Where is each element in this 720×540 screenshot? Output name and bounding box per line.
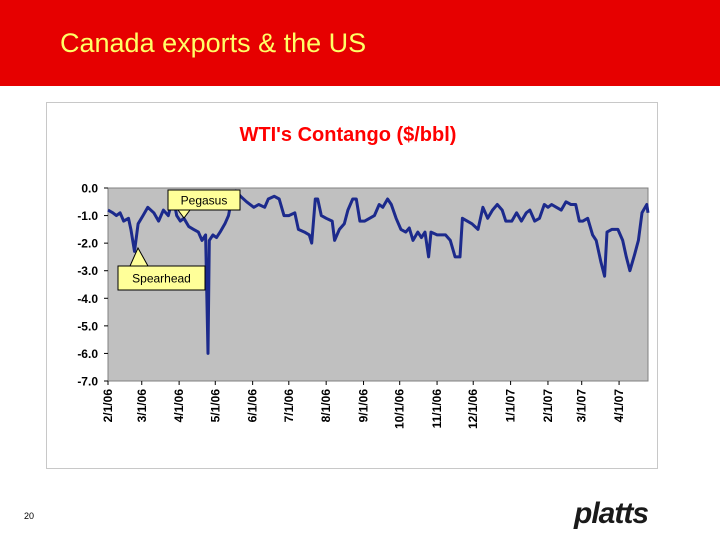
callout-box [117,265,206,291]
x-tick-label: 11/1/06 [430,389,444,429]
x-tick-label: 2/1/07 [541,389,555,423]
page-number: 20 [24,511,34,521]
logo: platts [573,497,648,530]
x-tick-label: 6/1/06 [246,389,260,423]
annotation: Pegasus [181,194,228,208]
x-tick-label: 2/1/06 [101,389,115,423]
y-tick-label: -3.0 [77,264,98,278]
y-tick-label: -6.0 [77,347,98,361]
x-tick-label: 3/1/06 [135,389,149,423]
annotation: Spearhead [132,272,191,286]
x-tick-label: 4/1/07 [612,389,626,423]
x-tick-label: 7/1/06 [282,389,296,423]
y-tick-label: -7.0 [77,375,98,389]
callout-pointer [129,246,149,267]
y-tick-label: -4.0 [77,292,98,306]
data-line [107,189,650,355]
y-tick-label: -2.0 [77,237,98,251]
y-tick-label: 0.0 [81,182,98,196]
callout-pointer [177,209,191,219]
y-tick-label: -5.0 [77,319,98,333]
callout-box [167,189,241,211]
x-tick-label: 3/1/07 [575,389,589,423]
x-tick-label: 9/1/06 [357,389,371,423]
x-tick-label: 1/1/07 [504,389,518,423]
x-tick-label: 12/1/06 [466,389,480,429]
x-tick-label: 5/1/06 [208,389,222,423]
header-band [0,0,720,86]
x-tick-label: 10/1/06 [393,389,407,429]
x-tick-label: 8/1/06 [319,389,333,423]
y-tick-label: -1.0 [77,209,98,223]
slide-title: Canada exports & the US [60,28,366,58]
chart-title: WTI's Contango ($/bbl) [240,124,457,146]
x-tick-label: 4/1/06 [172,389,186,423]
